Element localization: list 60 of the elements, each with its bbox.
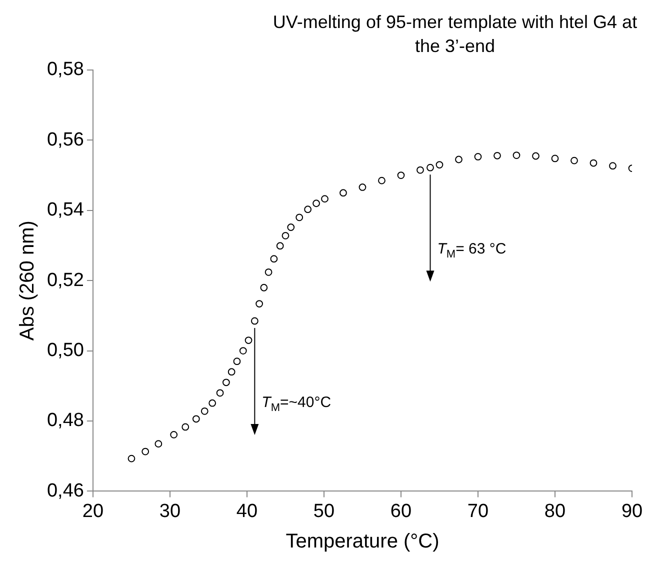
point — [270, 255, 278, 263]
y-tick-label: 0,52 — [46, 270, 84, 291]
point — [358, 184, 366, 191]
y-tick-label: 0,54 — [46, 200, 84, 221]
y-tick-label: 0,46 — [46, 480, 84, 502]
point — [312, 200, 320, 208]
point — [182, 423, 190, 431]
point — [474, 152, 482, 160]
y-tick-label: 0,50 — [46, 340, 84, 362]
point — [264, 268, 272, 276]
point — [397, 172, 405, 179]
x-tick-label: 60 — [390, 500, 412, 522]
point — [296, 214, 304, 222]
point — [228, 368, 236, 376]
point — [200, 407, 208, 415]
y-axis-title: Abs (260 nm) — [16, 220, 39, 341]
point — [416, 166, 424, 174]
x-tick-label: 80 — [544, 500, 566, 522]
point — [287, 224, 295, 231]
point — [250, 317, 258, 325]
point — [570, 156, 578, 164]
point — [378, 176, 386, 184]
point — [551, 154, 559, 162]
point — [239, 347, 247, 354]
chart-title: UV-melting of 95-mer template with htel G4 at the 3’-end — [272, 11, 638, 58]
point — [512, 152, 520, 159]
point — [142, 448, 150, 456]
x-tick-label: 30 — [159, 500, 181, 522]
point — [276, 242, 284, 250]
point — [340, 189, 347, 197]
point — [216, 389, 224, 397]
point — [260, 284, 268, 292]
x-tick-label: 20 — [82, 500, 104, 522]
point — [494, 152, 501, 160]
point — [208, 399, 216, 407]
point — [304, 206, 312, 214]
point — [128, 454, 136, 462]
y-tick-label: 0,48 — [46, 410, 84, 432]
point — [532, 152, 540, 160]
point — [244, 336, 252, 344]
point — [282, 232, 290, 240]
y-tick-label: 0,58 — [46, 59, 84, 80]
point — [436, 161, 444, 168]
point — [222, 378, 230, 386]
point — [321, 195, 328, 203]
point — [233, 358, 241, 366]
point — [455, 156, 462, 164]
point — [590, 159, 598, 167]
point — [256, 300, 264, 308]
x-tick-label: 70 — [467, 500, 489, 522]
point — [154, 440, 162, 448]
x-tick-label: 50 — [313, 500, 335, 522]
x-tick-label: 40 — [236, 500, 258, 522]
x-tick-label: 90 — [621, 500, 643, 522]
y-tick-label: 0,56 — [46, 129, 84, 150]
x-axis-title: Temperature (°C) — [286, 530, 440, 553]
point — [426, 164, 434, 172]
point — [192, 415, 200, 423]
point — [170, 430, 178, 438]
point — [609, 162, 616, 170]
